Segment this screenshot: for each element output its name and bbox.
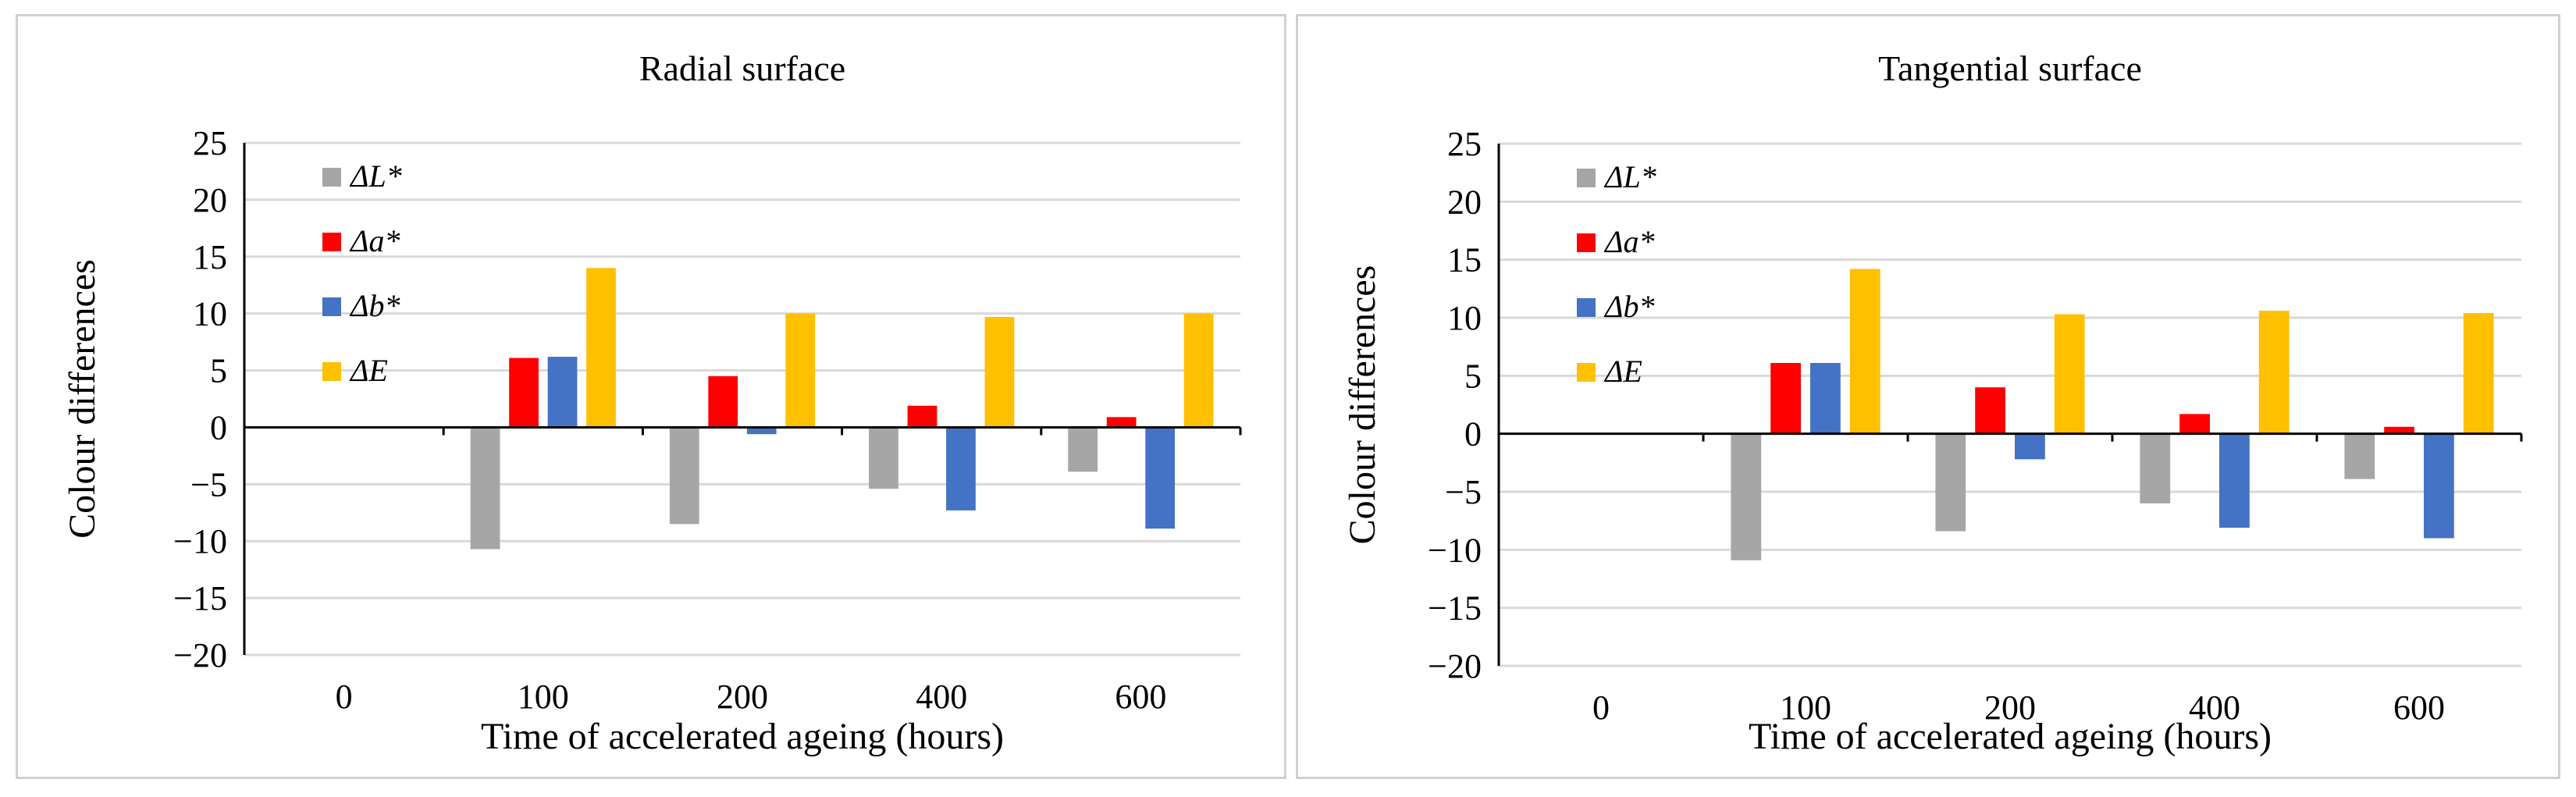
legend-label: ΔL* <box>349 158 402 194</box>
bar-dE <box>586 268 616 428</box>
bar-dL <box>1068 427 1098 472</box>
bar-da <box>907 405 938 428</box>
bar-dE <box>984 317 1015 428</box>
legend-label: ΔE <box>349 353 388 388</box>
legend-label: ΔE <box>1603 354 1642 389</box>
bar-dE <box>1849 269 1880 434</box>
x-tick-label: 100 <box>518 678 569 716</box>
bar-db <box>547 357 578 428</box>
radial-chart: Radial surface 25 20 15 10 5 0 −5 −10 −15 −20 Colou… <box>62 48 1242 757</box>
y-tick-label: −15 <box>1428 589 1482 628</box>
y-axis-title: Colour differences <box>62 259 103 539</box>
legend-swatch <box>322 362 341 381</box>
bar-dE <box>2258 311 2290 434</box>
tangential-chart: Tangential surface 25 20 15 10 5 0 −5 −10 −15 −20 C… <box>1342 48 2523 757</box>
bar-dE <box>2463 313 2494 434</box>
legend-swatch <box>322 168 341 187</box>
bar-dL <box>470 427 500 550</box>
y-tick-label: 5 <box>1464 357 1482 395</box>
bar-dL <box>669 427 699 525</box>
x-tick-label: 600 <box>1115 678 1166 716</box>
y-tick-label: −20 <box>1428 647 1482 685</box>
bar-db <box>1145 427 1176 529</box>
legend-swatch <box>322 233 341 251</box>
legend-swatch <box>1577 363 1596 382</box>
bar-da <box>509 358 539 428</box>
y-axis-title: Colour differences <box>1342 265 1383 545</box>
legend-swatch <box>1577 169 1596 187</box>
x-tick-label: 400 <box>916 678 967 716</box>
legend-label: Δb* <box>349 288 400 323</box>
legend-swatch <box>1577 233 1596 252</box>
y-tick-label: 0 <box>210 408 227 447</box>
bar-dL <box>1935 433 1966 532</box>
bar-dL <box>1731 433 1762 560</box>
x-tick-label: 200 <box>1984 688 2036 727</box>
bar-da <box>1106 417 1137 428</box>
bar-db <box>2424 433 2454 539</box>
bar-da <box>1975 387 2005 434</box>
y-tick-label: 10 <box>193 295 227 333</box>
bar-dE <box>2054 314 2085 434</box>
radial-chart-panel: Radial surface 25 20 15 10 5 0 −5 −10 −15 −20 Colou… <box>16 14 1286 779</box>
y-tick-label: −5 <box>190 465 227 503</box>
legend-swatch <box>1577 298 1596 317</box>
bar-dE <box>785 313 816 428</box>
y-tick-label: −5 <box>1445 473 1482 511</box>
x-tick-label: 100 <box>1780 688 1831 727</box>
legend-swatch <box>322 297 341 316</box>
bar-db <box>2015 433 2045 460</box>
bar-dL <box>2344 433 2375 479</box>
y-tick-label: 15 <box>193 238 227 276</box>
x-tick-label: 400 <box>2189 688 2240 727</box>
y-tick-label: 25 <box>193 124 227 162</box>
x-tick-label: 0 <box>1592 688 1610 727</box>
y-tick-label: 15 <box>1447 241 1482 279</box>
x-tick-label: 600 <box>2393 688 2445 727</box>
bar-da <box>2179 414 2210 434</box>
bar-da <box>1770 362 1801 434</box>
y-tick-label: −10 <box>173 522 227 560</box>
y-tick-label: 20 <box>1447 183 1482 221</box>
y-tick-label: 0 <box>1464 415 1482 454</box>
y-tick-label: −20 <box>173 636 227 674</box>
bar-dE <box>1183 313 1214 428</box>
x-tick-label: 0 <box>336 678 353 716</box>
x-tick-label: 200 <box>717 678 768 716</box>
legend-label: Δa* <box>1603 224 1654 259</box>
bar-dL <box>2140 433 2171 503</box>
bar-db <box>1810 362 1841 434</box>
y-tick-label: 5 <box>210 352 227 390</box>
y-tick-label: −10 <box>1428 531 1482 569</box>
bar-db <box>946 427 976 511</box>
bar-da <box>708 375 738 428</box>
legend-label: Δb* <box>1603 289 1654 324</box>
bar-da <box>2384 426 2414 434</box>
y-tick-label: −15 <box>173 579 227 617</box>
bar-dL <box>869 427 898 489</box>
x-axis-title: Time of accelerated ageing (hours) <box>1749 716 2272 757</box>
legend-label: ΔL* <box>1603 159 1656 194</box>
y-tick-label: 20 <box>193 181 227 219</box>
chart-title: Radial surface <box>639 48 845 88</box>
tangential-chart-panel: Tangential surface 25 20 15 10 5 0 −5 −10 −15 −20 C… <box>1296 14 2560 779</box>
chart-title: Tangential surface <box>1878 48 2142 88</box>
y-tick-label: 10 <box>1447 299 1482 337</box>
y-tick-label: 25 <box>1447 125 1482 163</box>
legend-label: Δa* <box>349 223 400 258</box>
bar-db <box>746 427 777 435</box>
bar-db <box>2219 433 2250 528</box>
x-axis-title: Time of accelerated ageing (hours) <box>481 716 1004 757</box>
